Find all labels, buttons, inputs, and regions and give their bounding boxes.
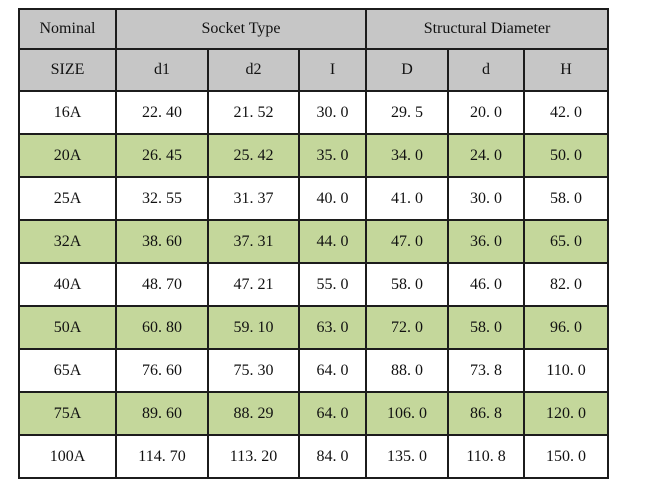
row-size-cell: 16A [18, 90, 117, 135]
value-cell: 21. 52 [207, 90, 300, 135]
table-row: 20A 26. 45 25. 42 35. 0 34. 0 24. 0 50. 0 [18, 133, 610, 178]
value-cell: 29. 5 [365, 90, 450, 135]
row-size-cell: 65A [18, 348, 117, 393]
row-size-cell: 50A [18, 305, 117, 350]
value-cell: 110. 0 [523, 348, 610, 393]
column-header-h: H [523, 48, 610, 92]
value-cell: 84. 0 [297, 434, 368, 479]
table-row: 100A 114. 70 113. 20 84. 0 135. 0 110. 8 150. … [18, 434, 610, 479]
row-size-cell: 75A [18, 391, 117, 436]
header-column-row: SIZE d1 d2 I D d H [18, 48, 610, 92]
value-cell: 32. 55 [115, 176, 209, 221]
value-cell: 25. 42 [207, 133, 300, 178]
value-cell: 82. 0 [523, 262, 610, 307]
value-cell: 24. 0 [447, 133, 526, 178]
value-cell: 41. 0 [365, 176, 450, 221]
row-size-cell: 20A [18, 133, 117, 178]
value-cell: 58. 0 [365, 262, 450, 307]
table-header: Nominal Socket Type Structural Diameter … [18, 8, 610, 92]
value-cell: 64. 0 [297, 391, 368, 436]
table-body: 16A 22. 40 21. 52 30. 0 29. 5 20. 0 42. 0 20A 26… [18, 90, 610, 479]
table-row: 40A 48. 70 47. 21 55. 0 58. 0 46. 0 82. 0 [18, 262, 610, 307]
value-cell: 88. 29 [207, 391, 300, 436]
value-cell: 58. 0 [523, 176, 610, 221]
table-row: 75A 89. 60 88. 29 64. 0 106. 0 86. 8 120. 0 [18, 391, 610, 436]
value-cell: 75. 30 [207, 348, 300, 393]
value-cell: 37. 31 [207, 219, 300, 264]
value-cell: 31. 37 [207, 176, 300, 221]
value-cell: 96. 0 [523, 305, 610, 350]
pipe-fitting-spec-table: Nominal Socket Type Structural Diameter … [18, 8, 610, 479]
value-cell: 73. 8 [447, 348, 526, 393]
value-cell: 150. 0 [523, 434, 610, 479]
value-cell: 50. 0 [523, 133, 610, 178]
value-cell: 40. 0 [297, 176, 368, 221]
value-cell: 30. 0 [447, 176, 526, 221]
row-size-cell: 25A [18, 176, 117, 221]
row-size-cell: 40A [18, 262, 117, 307]
value-cell: 47. 21 [207, 262, 300, 307]
value-cell: 34. 0 [365, 133, 450, 178]
row-size-cell: 32A [18, 219, 117, 264]
value-cell: 30. 0 [297, 90, 368, 135]
value-cell: 55. 0 [297, 262, 368, 307]
value-cell: 47. 0 [365, 219, 450, 264]
value-cell: 110. 8 [447, 434, 526, 479]
table-row: 65A 76. 60 75. 30 64. 0 88. 0 73. 8 110. 0 [18, 348, 610, 393]
value-cell: 42. 0 [523, 90, 610, 135]
row-size-cell: 100A [18, 434, 117, 479]
column-header-i: I [297, 48, 368, 92]
value-cell: 65. 0 [523, 219, 610, 264]
header-group-socket-type: Socket Type [114, 8, 368, 50]
table-row: 50A 60. 80 59. 10 63. 0 72. 0 58. 0 96. 0 [18, 305, 610, 350]
value-cell: 59. 10 [207, 305, 300, 350]
header-group-structural-diameter: Structural Diameter [365, 8, 610, 50]
table-row: 25A 32. 55 31. 37 40. 0 41. 0 30. 0 58. 0 [18, 176, 610, 221]
header-group-nominal: Nominal [18, 8, 117, 50]
value-cell: 38. 60 [115, 219, 209, 264]
value-cell: 22. 40 [115, 90, 209, 135]
value-cell: 114. 70 [115, 434, 209, 479]
value-cell: 113. 20 [207, 434, 300, 479]
value-cell: 36. 0 [447, 219, 526, 264]
value-cell: 35. 0 [297, 133, 368, 178]
value-cell: 135. 0 [365, 434, 450, 479]
table-row: 16A 22. 40 21. 52 30. 0 29. 5 20. 0 42. 0 [18, 90, 610, 135]
column-header-d1: d1 [115, 48, 209, 92]
value-cell: 26. 45 [115, 133, 209, 178]
value-cell: 120. 0 [523, 391, 610, 436]
value-cell: 20. 0 [447, 90, 526, 135]
value-cell: 60. 80 [115, 305, 209, 350]
value-cell: 48. 70 [115, 262, 209, 307]
value-cell: 63. 0 [297, 305, 368, 350]
value-cell: 106. 0 [365, 391, 450, 436]
header-group-row: Nominal Socket Type Structural Diameter [18, 8, 610, 50]
value-cell: 64. 0 [297, 348, 368, 393]
value-cell: 46. 0 [447, 262, 526, 307]
column-header-size: SIZE [18, 48, 117, 92]
column-header-d2: d2 [207, 48, 300, 92]
value-cell: 88. 0 [365, 348, 450, 393]
pipe-fitting-spec-table-wrap: Nominal Socket Type Structural Diameter … [18, 8, 610, 479]
value-cell: 58. 0 [447, 305, 526, 350]
value-cell: 89. 60 [115, 391, 209, 436]
column-header-d-low: d [447, 48, 526, 92]
value-cell: 44. 0 [297, 219, 368, 264]
value-cell: 86. 8 [447, 391, 526, 436]
column-header-d-cap: D [365, 48, 450, 92]
table-row: 32A 38. 60 37. 31 44. 0 47. 0 36. 0 65. 0 [18, 219, 610, 264]
value-cell: 72. 0 [365, 305, 450, 350]
value-cell: 76. 60 [115, 348, 209, 393]
